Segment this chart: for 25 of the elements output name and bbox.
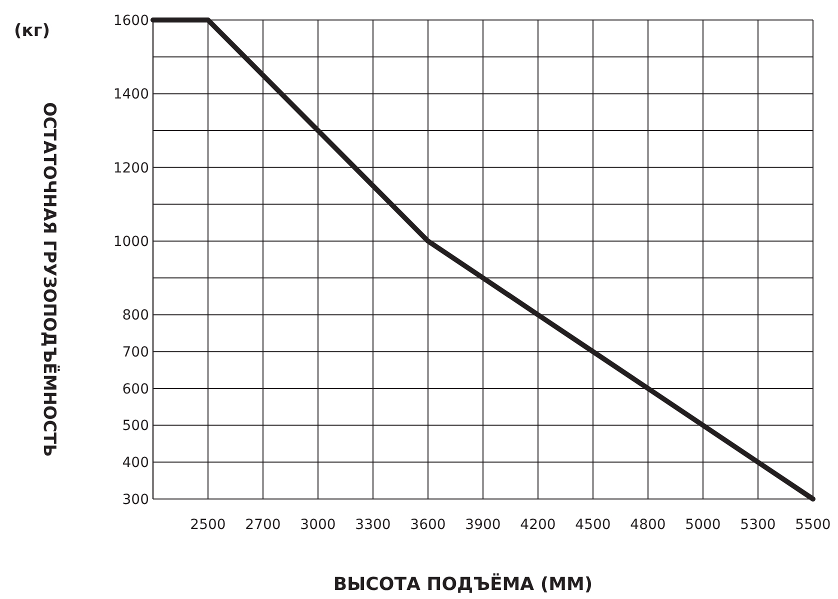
y-tick-label: 700: [122, 344, 149, 361]
y-tick-label: 300: [122, 492, 149, 508]
y-tick-label: 1400: [113, 86, 149, 103]
y-axis-title: ОСТАТОЧНАЯ ГРУЗОПОДЪЁМНОСТЬ: [38, 102, 60, 457]
x-tick-label: 3600: [410, 517, 446, 533]
x-tick-label: 4200: [520, 517, 556, 533]
x-tick-label: 2700: [245, 517, 281, 533]
x-tick-label: 5500: [795, 517, 831, 533]
y-tick-label: 1200: [113, 160, 149, 176]
x-tick-label: 3000: [300, 517, 336, 533]
y-tick-label: 600: [122, 381, 149, 398]
x-axis-title: ВЫСОТА ПОДЪЁМА (ММ): [333, 573, 593, 595]
x-tick-label: 3900: [465, 517, 501, 533]
x-tick-label: 5000: [685, 517, 721, 533]
y-tick-label: 400: [122, 455, 149, 472]
y-tick-label: 800: [122, 308, 149, 324]
y-tick-label: 500: [122, 418, 149, 434]
x-tick-label: 3300: [355, 517, 391, 533]
x-tick-label: 5300: [740, 517, 776, 533]
x-tick-label: 2500: [190, 517, 226, 533]
text: (кг): [14, 21, 50, 41]
x-tick-label: 4500: [575, 517, 611, 533]
y-tick-label: 1000: [113, 234, 149, 250]
x-tick-label: 4800: [630, 517, 666, 533]
y-tick-label: 1600: [113, 12, 149, 29]
